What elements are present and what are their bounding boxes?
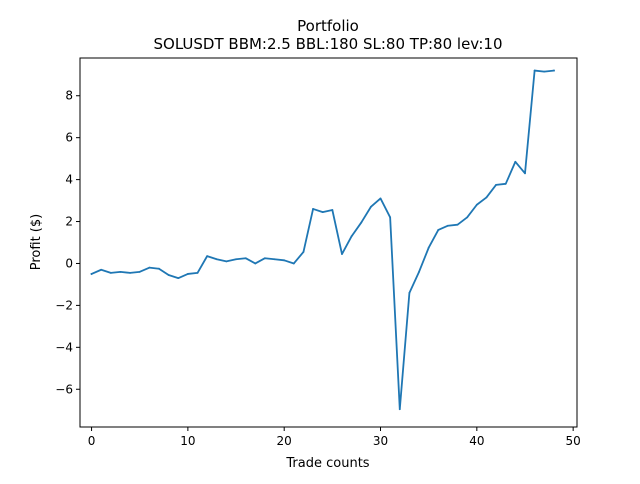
y-tick-label: 4 <box>65 173 73 187</box>
x-axis-ticks: 0 10 20 30 40 50 <box>88 427 581 448</box>
y-tick-label: 6 <box>65 131 73 145</box>
data-point <box>331 209 334 211</box>
data-point <box>100 268 103 271</box>
y-tick-label: −6 <box>55 382 73 396</box>
data-point <box>427 246 430 249</box>
x-tick-label: 20 <box>277 434 292 448</box>
data-point <box>552 69 555 72</box>
data-point <box>158 267 160 270</box>
x-axis-label: Trade counts <box>285 456 369 471</box>
y-axis-ticks: −6 −4 −2 0 2 4 6 8 <box>55 89 80 396</box>
y-tick-label: −4 <box>55 340 73 354</box>
data-point <box>292 262 295 265</box>
chart-title: Portfolio <box>297 17 359 35</box>
data-point <box>138 270 141 273</box>
data-point <box>90 273 93 275</box>
data-point <box>273 258 276 261</box>
data-point <box>206 255 209 258</box>
y-tick-label: 2 <box>65 215 73 229</box>
x-tick-label: 50 <box>566 434 581 448</box>
data-point <box>369 205 372 208</box>
x-tick-label: 0 <box>88 434 96 448</box>
data-point <box>254 262 257 265</box>
data-point <box>341 253 343 255</box>
data-point <box>495 183 497 186</box>
data-point <box>456 223 459 226</box>
data-point <box>533 69 536 72</box>
y-tick-label: 8 <box>65 89 73 103</box>
data-point <box>350 235 353 238</box>
data-point <box>196 272 199 274</box>
chart-subtitle: SOLUSDT BBM:2.5 BBL:180 SL:80 TP:80 lev:… <box>153 35 502 53</box>
data-point <box>437 229 440 231</box>
plot-frame <box>79 57 578 428</box>
data-point <box>408 291 411 294</box>
y-tick-label: 0 <box>65 256 73 270</box>
data-point <box>418 270 420 273</box>
x-tick-label: 40 <box>469 434 484 448</box>
data-point <box>379 197 382 200</box>
data-point <box>389 216 392 219</box>
data-point <box>398 408 401 411</box>
data-point <box>321 211 324 214</box>
data-point <box>447 224 449 227</box>
data-point <box>504 182 507 185</box>
data-point <box>177 277 180 280</box>
data-point <box>119 270 122 273</box>
y-axis-label: Profit ($) <box>29 214 44 270</box>
data-point <box>225 260 228 263</box>
data-point <box>244 257 247 260</box>
data-point <box>524 172 526 175</box>
data-point <box>235 258 237 261</box>
data-point <box>167 274 170 276</box>
data-point <box>514 160 517 163</box>
data-point <box>312 208 314 210</box>
data-point <box>302 251 305 253</box>
data-point <box>543 70 546 73</box>
data-point <box>186 273 189 275</box>
data-point <box>129 272 131 274</box>
data-point <box>283 259 286 262</box>
data-point <box>109 272 112 274</box>
data-point <box>215 258 218 261</box>
data-point <box>148 266 151 269</box>
x-tick-label: 30 <box>373 434 388 448</box>
data-point <box>475 203 478 206</box>
series-layer <box>90 69 555 411</box>
data-point <box>360 221 363 224</box>
x-tick-label: 10 <box>180 434 195 448</box>
y-tick-label: −2 <box>55 298 73 312</box>
data-point <box>485 196 488 199</box>
data-point <box>466 216 469 219</box>
data-point <box>264 257 266 260</box>
